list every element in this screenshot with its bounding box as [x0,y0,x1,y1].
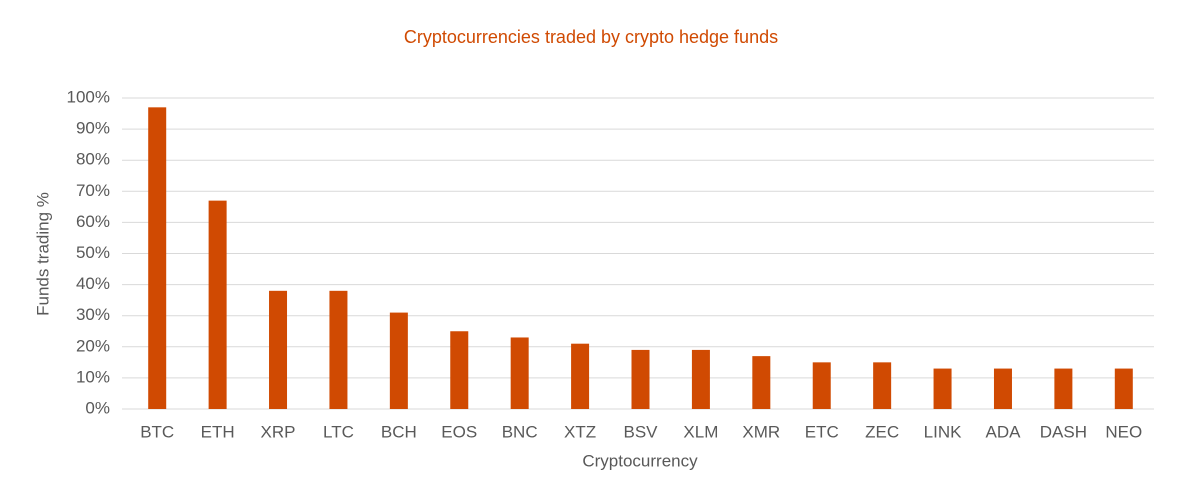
bar [933,368,952,409]
y-tick-label: 40% [76,274,110,293]
y-tick-label: 100% [67,87,110,106]
x-tick-label: BCH [381,422,417,441]
bar [148,107,167,409]
x-tick-label: NEO [1105,422,1142,441]
x-tick-label: XMR [742,422,780,441]
x-axis-label: Cryptocurrency [582,451,698,470]
x-tick-label: ZEC [865,422,899,441]
bar [208,200,227,409]
chart-title: Cryptocurrencies traded by crypto hedge … [404,27,778,47]
x-tick-label: ETC [805,422,839,441]
bar [269,290,288,409]
y-tick-label: 60% [76,212,110,231]
y-tick-label: 0% [85,398,110,417]
y-tick-label: 70% [76,181,110,200]
y-tick-label: 50% [76,243,110,262]
x-tick-label: BNC [502,422,538,441]
x-tick-label: DASH [1040,422,1087,441]
y-tick-label: 90% [76,119,110,138]
x-tick-label: BTC [140,422,174,441]
x-tick-label: LINK [924,422,962,441]
bar [1114,368,1133,409]
bar [510,337,529,409]
bar [812,362,831,409]
y-axis-label: Funds trading % [33,192,52,316]
bar [450,331,469,409]
x-tick-label: ETH [201,422,235,441]
y-tick-label: 80% [76,150,110,169]
bar [993,368,1012,409]
y-tick-label: 10% [76,367,110,386]
bar [1054,368,1073,409]
bar [873,362,892,409]
x-tick-label: BSV [623,422,658,441]
bar [752,356,771,409]
x-tick-label: EOS [441,422,477,441]
y-tick-label: 30% [76,305,110,324]
bar [571,343,590,409]
x-tick-label: XRP [261,422,296,441]
bar [631,349,650,409]
x-tick-label: XLM [683,422,718,441]
x-tick-label: XTZ [564,422,596,441]
x-tick-label: ADA [985,422,1021,441]
bar [329,290,348,409]
bar [691,349,710,409]
y-tick-label: 20% [76,336,110,355]
bar [389,312,408,409]
x-tick-label: LTC [323,422,354,441]
